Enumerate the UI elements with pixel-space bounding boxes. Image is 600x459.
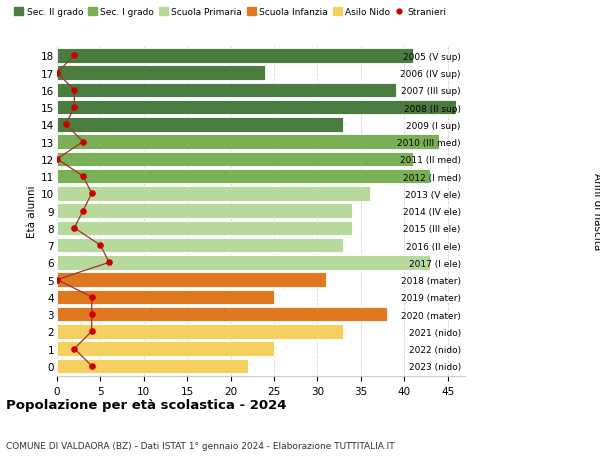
Point bbox=[87, 311, 97, 318]
Bar bbox=[57, 256, 430, 270]
Point bbox=[87, 294, 97, 301]
Text: COMUNE DI VALDAORA (BZ) - Dati ISTAT 1° gennaio 2024 - Elaborazione TUTTITALIA.I: COMUNE DI VALDAORA (BZ) - Dati ISTAT 1° … bbox=[6, 441, 395, 450]
Point bbox=[70, 104, 79, 112]
Bar bbox=[57, 101, 457, 115]
Bar bbox=[57, 307, 387, 322]
Point bbox=[78, 207, 88, 215]
Bar bbox=[57, 221, 352, 235]
Point bbox=[52, 156, 62, 163]
Bar bbox=[57, 187, 370, 201]
Bar bbox=[57, 169, 430, 184]
Point bbox=[87, 190, 97, 197]
Point bbox=[70, 225, 79, 232]
Point bbox=[52, 70, 62, 77]
Legend: Sec. II grado, Sec. I grado, Scuola Primaria, Scuola Infanzia, Asilo Nido, Stran: Sec. II grado, Sec. I grado, Scuola Prim… bbox=[11, 5, 450, 21]
Bar bbox=[57, 118, 343, 132]
Bar bbox=[57, 152, 413, 167]
Point bbox=[61, 121, 70, 129]
Bar bbox=[57, 84, 395, 98]
Y-axis label: Età alunni: Età alunni bbox=[27, 185, 37, 237]
Point bbox=[95, 242, 105, 249]
Point bbox=[70, 87, 79, 95]
Text: Popolazione per età scolastica - 2024: Popolazione per età scolastica - 2024 bbox=[6, 398, 287, 411]
Bar bbox=[57, 359, 248, 373]
Point bbox=[78, 173, 88, 180]
Bar bbox=[57, 341, 274, 356]
Text: Anni di nascita: Anni di nascita bbox=[592, 173, 600, 250]
Bar bbox=[57, 49, 413, 63]
Bar bbox=[57, 135, 439, 150]
Bar bbox=[57, 204, 352, 218]
Bar bbox=[57, 238, 343, 253]
Bar bbox=[57, 66, 265, 81]
Point bbox=[52, 276, 62, 284]
Bar bbox=[57, 290, 274, 304]
Point bbox=[87, 363, 97, 370]
Bar bbox=[57, 273, 326, 287]
Bar bbox=[57, 325, 343, 339]
Point bbox=[70, 345, 79, 353]
Point bbox=[104, 259, 114, 266]
Point bbox=[87, 328, 97, 335]
Point bbox=[78, 139, 88, 146]
Point bbox=[70, 52, 79, 60]
